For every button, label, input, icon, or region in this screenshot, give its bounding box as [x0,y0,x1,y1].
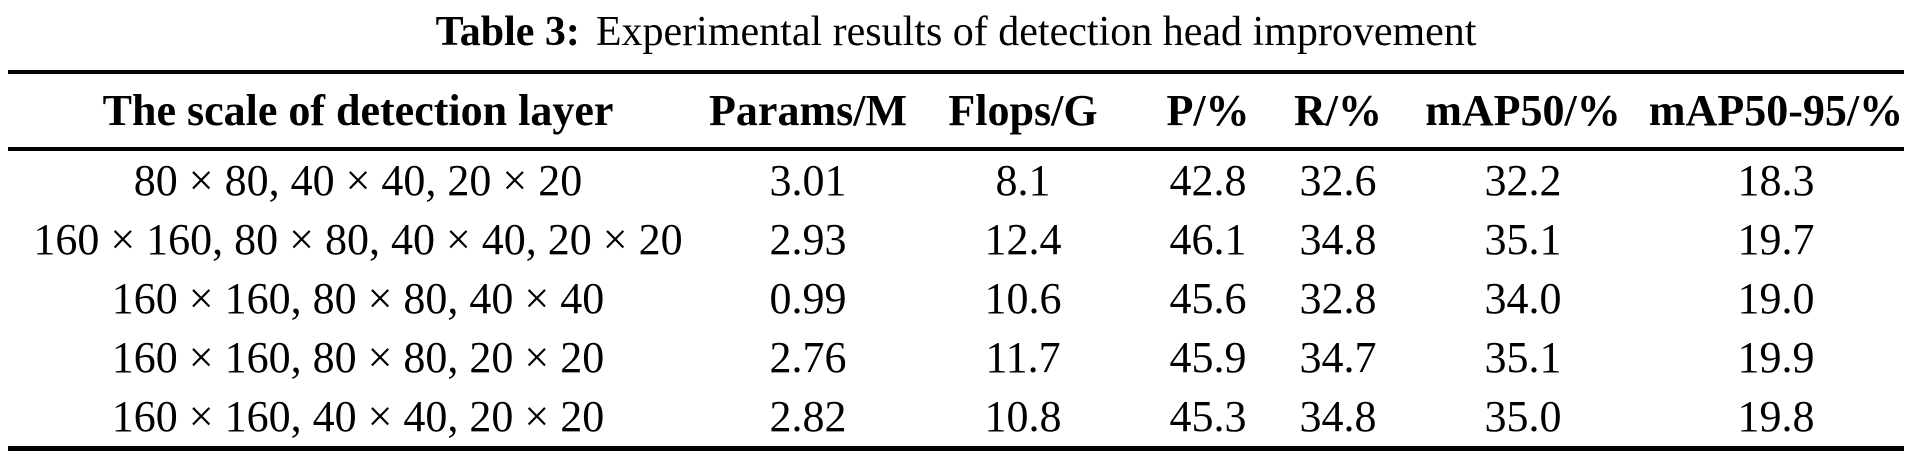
cell-flops: 11.7 [985,333,1061,382]
table-caption: Table 3: Experimental results of detectio… [0,0,1912,70]
cell-map50: 35.0 [1484,392,1562,441]
column-header-scale: The scale of detection layer [8,72,708,151]
cell-map50-95: 19.8 [1737,392,1815,441]
cell-map50-95: 18.3 [1737,156,1815,205]
cell-precision: 45.3 [1169,392,1247,441]
cell-recall: 32.8 [1299,274,1377,323]
cell-map50-95: 19.7 [1737,215,1815,264]
column-header-precision: P/% [1138,72,1278,151]
cell-map50: 35.1 [1484,215,1562,264]
column-header-map50: mAP50/% [1398,72,1648,151]
column-header-map50-95: mAP50-95/% [1648,72,1904,151]
cell-map50-95: 19.9 [1737,333,1815,382]
results-table: The scale of detection layer Params/M Fl… [8,70,1904,451]
cell-scale: 80 × 80, 40 × 40, 20 × 20 [133,156,583,205]
table-row: 160 × 160, 80 × 80, 20 × 20 2.76 11.7 45… [8,328,1904,387]
cell-precision: 42.8 [1169,156,1247,205]
cell-precision: 45.6 [1169,274,1247,323]
table-row: 80 × 80, 40 × 40, 20 × 20 3.01 8.1 42.8 … [8,149,1904,210]
table-header-row: The scale of detection layer Params/M Fl… [8,72,1904,151]
table-caption-text: Experimental results of detection head i… [595,9,1477,55]
column-header-flops: Flops/G [908,72,1138,151]
cell-scale: 160 × 160, 40 × 40, 20 × 20 [111,392,605,441]
cell-params: 2.82 [769,392,847,441]
column-header-params: Params/M [708,72,908,151]
table-row: 160 × 160, 40 × 40, 20 × 20 2.82 10.8 45… [8,387,1904,449]
cell-scale: 160 × 160, 80 × 80, 40 × 40, 20 × 20 [33,215,683,264]
table-caption-label: Table 3: [435,9,580,55]
cell-recall: 34.8 [1299,392,1377,441]
cell-recall: 34.7 [1299,333,1377,382]
cell-params: 3.01 [769,156,847,205]
cell-scale: 160 × 160, 80 × 80, 40 × 40 [111,274,605,323]
cell-flops: 8.1 [995,156,1051,205]
cell-precision: 46.1 [1169,215,1247,264]
cell-map50-95: 19.0 [1737,274,1815,323]
cell-map50: 34.0 [1484,274,1562,323]
cell-recall: 32.6 [1299,156,1377,205]
table-row: 160 × 160, 80 × 80, 40 × 40 0.99 10.6 45… [8,269,1904,328]
cell-recall: 34.8 [1299,215,1377,264]
cell-flops: 10.6 [984,274,1062,323]
cell-flops: 12.4 [984,215,1062,264]
cell-params: 2.76 [769,333,847,382]
cell-precision: 45.9 [1169,333,1247,382]
column-header-recall: R/% [1278,72,1398,151]
cell-params: 2.93 [769,215,847,264]
cell-scale: 160 × 160, 80 × 80, 20 × 20 [111,333,605,382]
cell-params: 0.99 [769,274,847,323]
cell-flops: 10.8 [984,392,1062,441]
cell-map50: 32.2 [1484,156,1562,205]
table-row: 160 × 160, 80 × 80, 40 × 40, 20 × 20 2.9… [8,210,1904,269]
cell-map50: 35.1 [1484,333,1562,382]
